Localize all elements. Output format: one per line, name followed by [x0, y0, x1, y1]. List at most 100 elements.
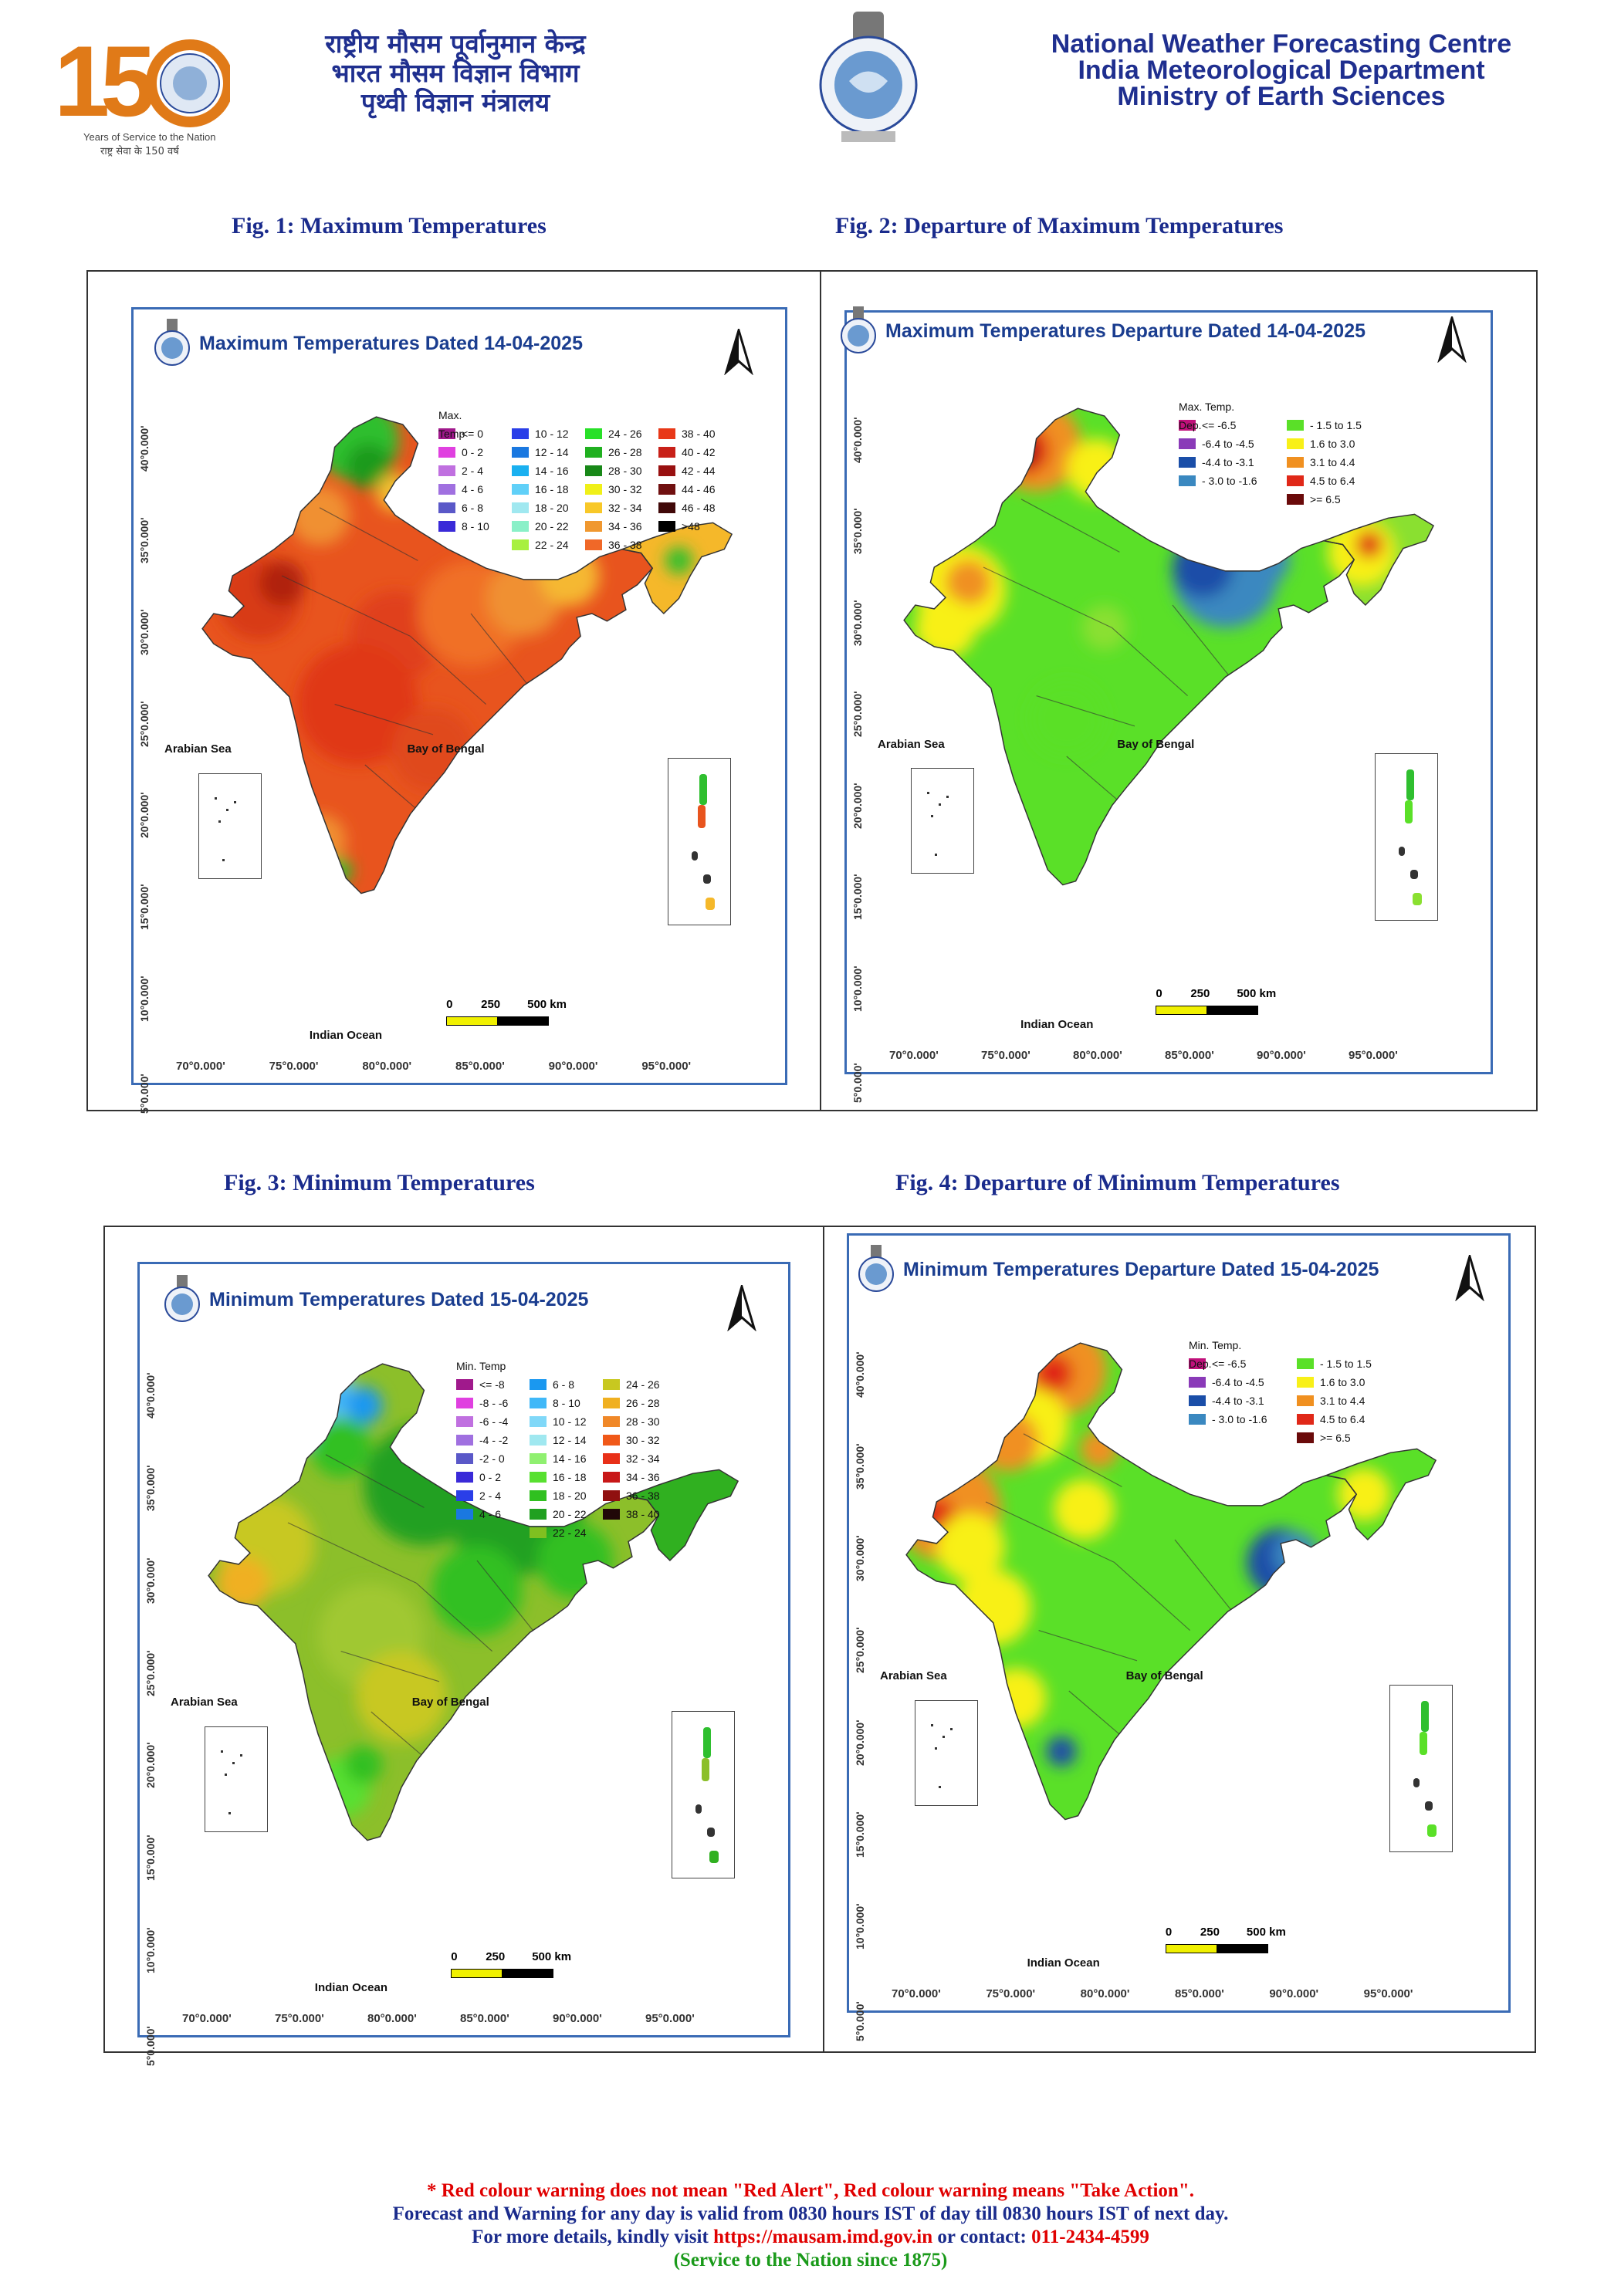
legend-title: Max. Temp. Dep.: [1179, 401, 1235, 431]
latitude-label: 5°0.000': [851, 1063, 864, 1103]
legend-item: 16 - 18: [530, 1468, 587, 1486]
arabian-sea-label: Arabian Sea: [164, 742, 232, 756]
latitude-label: 40°0.000': [138, 425, 151, 472]
legend-swatch: [438, 521, 455, 532]
legend-item: 28 - 30: [585, 462, 642, 480]
legend-swatch: [512, 428, 529, 439]
legend-item: 1.6 to 3.0: [1297, 1373, 1372, 1391]
latitude-label: 35°0.000': [851, 508, 864, 555]
legend-spacer: [1287, 397, 1362, 416]
legend-item: 1.6 to 3.0: [1287, 435, 1362, 453]
legend-item: 38 - 40: [603, 1505, 660, 1523]
legend-swatch: [1287, 438, 1304, 449]
footer-contact-prefix: For more details, kindly visit: [472, 2227, 714, 2247]
legend-label: 24 - 26: [626, 1378, 660, 1391]
legend-column: 10 - 12 12 - 14 14 - 16 16 - 18 18 - 20 20 - …: [512, 406, 569, 554]
island-dot: [935, 1747, 938, 1750]
island-shape: [1398, 846, 1405, 856]
imd-emblem-small-icon: [164, 1275, 200, 1322]
legend-swatch: [585, 539, 602, 550]
longitude-label: 80°0.000': [1080, 1987, 1130, 2000]
latitude-label: 30°0.000': [144, 1557, 157, 1604]
longitude-label: 95°0.000': [1363, 1987, 1413, 2000]
latitude-label: 25°0.000': [851, 691, 864, 738]
longitude-label: 75°0.000': [986, 1987, 1036, 2000]
map-title: Maximum Temperatures Dated 14-04-2025: [199, 333, 583, 354]
latitude-label: 35°0.000': [144, 1465, 157, 1511]
legend-swatch: [456, 1416, 473, 1427]
svg-text:1: 1: [54, 25, 110, 137]
legend-swatch: [1189, 1358, 1206, 1369]
legend-label: 1.6 to 3.0: [1320, 1376, 1365, 1388]
island-shape: [706, 898, 716, 911]
logo-tagline: Years of Service to the Nation: [83, 131, 216, 143]
legend-item: 26 - 28: [603, 1394, 660, 1412]
legend-swatch: [512, 484, 529, 495]
legend-column: 6 - 8 8 - 10 10 - 12 12 - 14 14 - 16 16 - 18 1…: [530, 1357, 587, 1542]
longitude-label: 90°0.000': [1269, 1987, 1319, 2000]
india-map: [208, 1363, 739, 1841]
island-dot: [927, 792, 930, 795]
legend-swatch: [1287, 420, 1304, 431]
legend-swatch: [585, 484, 602, 495]
island-dot: [942, 1736, 946, 1739]
indian-ocean-label: Indian Ocean: [1027, 1956, 1100, 1970]
arabian-sea-label: Arabian Sea: [880, 1669, 947, 1683]
latitude-label: 25°0.000': [144, 1650, 157, 1696]
legend-item: >= 6.5: [1287, 490, 1362, 509]
legend-item: 36 - 38: [585, 536, 642, 554]
scale-bar-black: [1206, 1006, 1259, 1015]
scale-label-500: 500 km: [1237, 987, 1277, 1000]
longitude-label: 85°0.000': [1175, 1987, 1224, 2000]
legend-item: -2 - 0: [456, 1449, 508, 1468]
longitude-label: 85°0.000': [460, 2012, 509, 2025]
legend-item: 8 - 10: [438, 517, 489, 536]
legend-label: 8 - 10: [462, 520, 489, 533]
legend-swatch: [456, 1509, 473, 1520]
legend-item: 14 - 16: [530, 1449, 587, 1468]
legend-swatch: [1287, 475, 1304, 486]
island-shape: [1412, 892, 1422, 905]
island-dot: [232, 1762, 235, 1765]
legend-spacer: [530, 1357, 587, 1375]
legend-label: 4 - 6: [479, 1508, 502, 1520]
legend-item: -4.4 to -3.1: [1189, 1391, 1267, 1410]
map-max-temp: Maximum Temperatures Dated 14-04-2025 40°…: [131, 307, 787, 1114]
footer-website-link[interactable]: https://mausam.imd.gov.in: [713, 2227, 933, 2247]
legend-label: 16 - 18: [535, 483, 569, 495]
legend-label: 20 - 22: [535, 520, 569, 533]
legend-item: 32 - 34: [585, 499, 642, 517]
legend-label: 8 - 10: [553, 1397, 580, 1409]
legend-label: 20 - 22: [553, 1508, 587, 1520]
island-dot: [234, 801, 237, 804]
legend-swatch: [585, 447, 602, 458]
india-map: [903, 407, 1435, 886]
legend-swatch: [456, 1453, 473, 1464]
island-dot: [240, 1754, 242, 1757]
legend-swatch: [456, 1379, 473, 1390]
legend-label: 1.6 to 3.0: [1310, 438, 1355, 450]
legend-label: 38 - 40: [626, 1508, 660, 1520]
legend-item: 30 - 32: [603, 1431, 660, 1449]
legend-spacer: [512, 406, 569, 424]
legend-label: - 1.5 to 1.5: [1320, 1358, 1372, 1370]
legend-item: 0 - 2: [456, 1468, 508, 1486]
legend-swatch: [603, 1472, 620, 1483]
legend-label: 16 - 18: [553, 1471, 587, 1483]
island-shape: [1406, 769, 1414, 800]
legend-item: >= 6.5: [1297, 1429, 1372, 1447]
legend-swatch: [438, 447, 455, 458]
legend-swatch: [1179, 457, 1196, 468]
indian-ocean-label: Indian Ocean: [314, 1981, 387, 1994]
legend-item: 20 - 22: [530, 1505, 587, 1523]
legend-swatch: [658, 465, 675, 476]
legend-label: 2 - 4: [462, 465, 484, 477]
legend-swatch: [603, 1398, 620, 1408]
legend-swatch: [658, 502, 675, 513]
map-min-temp-departure: Minimum Temperatures Departure Dated 15-…: [847, 1233, 1511, 2041]
longitude-label: 70°0.000': [176, 1060, 225, 1073]
legend-label: 36 - 38: [626, 1490, 660, 1502]
legend-item: 4 - 6: [438, 480, 489, 499]
latitude-label: 40°0.000': [851, 417, 864, 463]
legend-swatch: [456, 1472, 473, 1483]
